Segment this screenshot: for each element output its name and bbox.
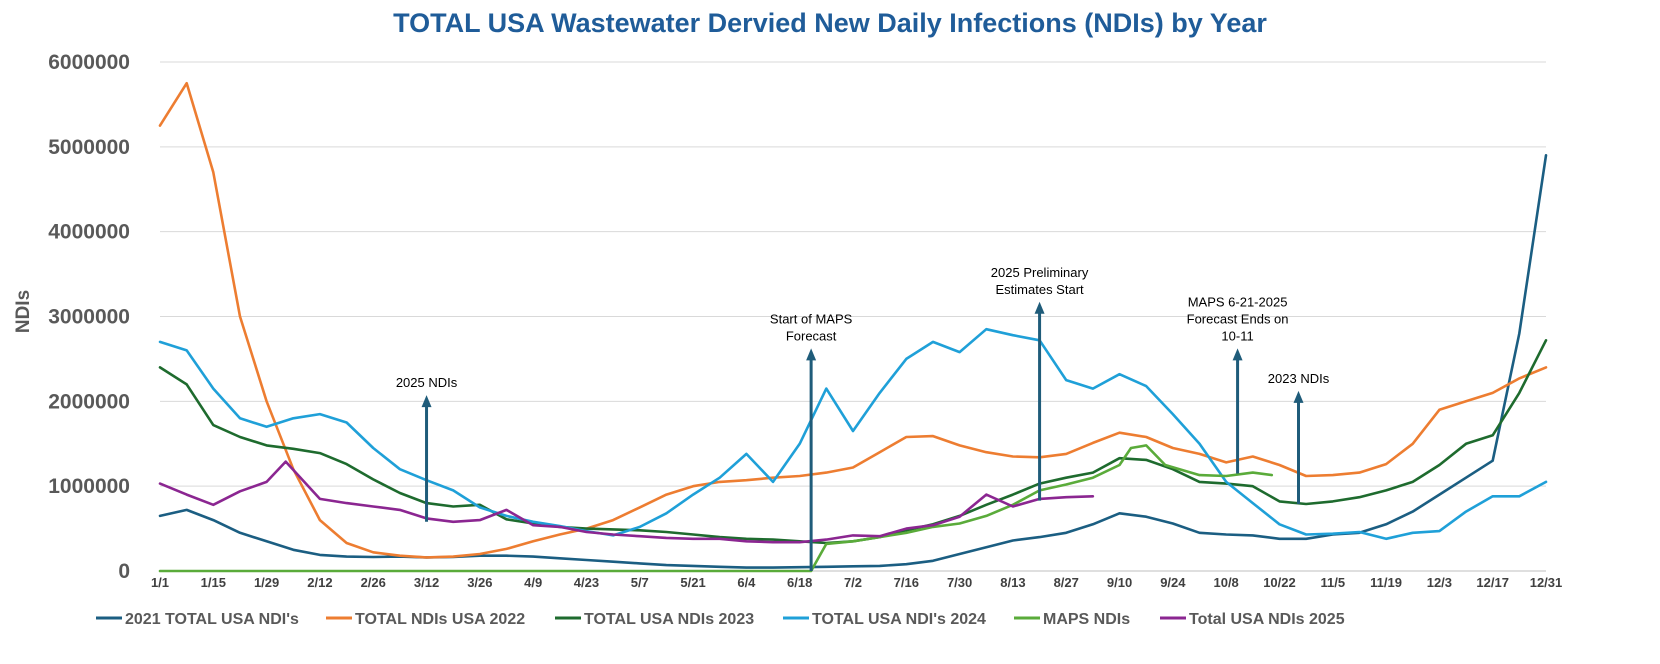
x-tick-label: 9/24	[1160, 575, 1186, 590]
y-tick-label: 3000000	[48, 306, 130, 329]
x-tick-label: 7/30	[947, 575, 972, 590]
series-line-4	[158, 327, 1548, 541]
y-tick-label: 1000000	[48, 475, 130, 498]
annotation-text: 2025 NDIs	[396, 375, 458, 390]
annotation-arrowhead	[1293, 390, 1304, 403]
y-tick-label: 5000000	[48, 136, 130, 159]
annotation-text: MAPS 6-21-2025	[1188, 294, 1288, 309]
x-tick-label: 10/22	[1263, 575, 1296, 590]
legend: 2021 TOTAL USA NDI's TOTAL NDIs USA 2022 T…	[96, 611, 1345, 628]
x-tick-label: 4/9	[524, 575, 542, 590]
series-line-6	[158, 460, 1095, 544]
y-tick-label: 0	[118, 560, 130, 583]
annotations: 2025 NDIs Start of MAPS Forecast 2025 Preli…	[396, 265, 1330, 571]
x-tick-label: 4/23	[574, 575, 599, 590]
x-tick-label: 1/29	[254, 575, 279, 590]
annotation-text: Forecast Ends on	[1187, 311, 1289, 326]
x-tick-label: 12/31	[1530, 575, 1563, 590]
annotation-text: Estimates Start	[996, 282, 1085, 297]
x-tick-label: 2/12	[307, 575, 332, 590]
annotation-arrowhead	[806, 348, 817, 361]
series-line-1	[158, 154, 1548, 569]
x-tick-label: 1/1	[151, 575, 169, 590]
series-line-2	[158, 81, 1548, 559]
x-tick-label: 12/3	[1427, 575, 1452, 590]
annotation-text: 2025 Preliminary	[991, 265, 1089, 280]
axes: 0 1000000 2000000 3000000 4000000 5000000 6000…	[13, 51, 1562, 590]
x-tick-label: 2/26	[361, 575, 386, 590]
y-axis-label: NDIs	[13, 290, 34, 333]
x-tick-label: 7/2	[844, 575, 862, 590]
x-tick-label: 9/10	[1107, 575, 1132, 590]
annotation-text: 10-11	[1221, 328, 1253, 343]
annotation-text: 2023 NDIs	[1268, 371, 1330, 386]
x-tick-label: 6/18	[787, 575, 812, 590]
x-tick-label: 8/27	[1054, 575, 1079, 590]
x-tick-label: 10/8	[1213, 575, 1238, 590]
x-tick-label: 5/7	[631, 575, 649, 590]
x-tick-label: 6/4	[737, 575, 756, 590]
annotation-arrowhead	[421, 395, 432, 408]
chart-title: TOTAL USA Wastewater Dervied New Daily I…	[393, 8, 1267, 38]
legend-label: TOTAL USA NDIs 2023	[584, 611, 754, 628]
annotation-text: Start of MAPS	[770, 311, 853, 326]
x-tick-label: 3/12	[414, 575, 439, 590]
series-lines	[158, 81, 1548, 573]
x-tick-label: 11/19	[1370, 575, 1402, 590]
legend-label: Total USA NDIs 2025	[1189, 611, 1345, 628]
x-tick-label: 12/17	[1476, 575, 1509, 590]
series-line-5	[158, 444, 1274, 573]
x-tick-label: 1/15	[201, 575, 226, 590]
gridlines	[160, 61, 1546, 572]
x-tick-label: 11/5	[1320, 575, 1345, 590]
annotation-arrowhead	[1034, 301, 1045, 314]
legend-label: MAPS NDIs	[1043, 611, 1130, 628]
y-tick-label: 2000000	[48, 390, 130, 413]
y-tick-label: 6000000	[48, 51, 130, 74]
x-tick-label: 7/16	[894, 575, 919, 590]
x-tick-label: 3/26	[467, 575, 492, 590]
x-tick-label: 5/21	[680, 575, 705, 590]
legend-label: TOTAL USA NDI's 2024	[812, 611, 986, 628]
legend-label: 2021 TOTAL USA NDI's	[125, 611, 299, 628]
y-tick-label: 4000000	[48, 221, 130, 244]
annotation-arrowhead	[1232, 348, 1243, 361]
x-tick-label: 8/13	[1000, 575, 1025, 590]
legend-label: TOTAL NDIs USA 2022	[355, 611, 525, 628]
annotation-text: Forecast	[786, 328, 837, 343]
